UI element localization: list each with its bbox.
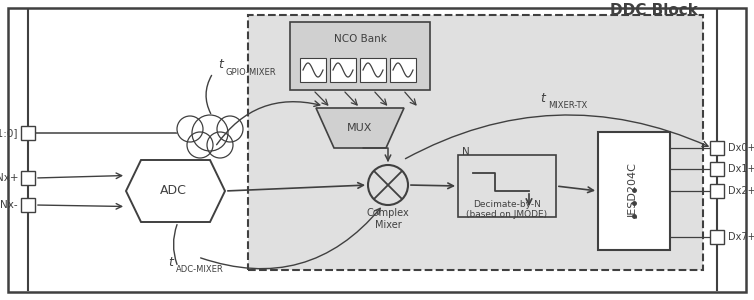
Text: MUX: MUX xyxy=(348,123,372,133)
Circle shape xyxy=(368,165,408,205)
Bar xyxy=(21,198,35,212)
Text: N: N xyxy=(462,147,470,157)
Text: Complex
Mixer: Complex Mixer xyxy=(366,208,409,230)
Text: INx+: INx+ xyxy=(0,173,18,183)
Bar xyxy=(710,162,724,176)
Polygon shape xyxy=(126,160,225,222)
Bar xyxy=(21,126,35,140)
Bar xyxy=(290,22,430,90)
Bar xyxy=(710,230,724,244)
Text: Decimate-by-N
(based on JMODE): Decimate-by-N (based on JMODE) xyxy=(467,200,547,219)
Text: Dx2+/-: Dx2+/- xyxy=(728,186,754,196)
Bar xyxy=(330,58,356,82)
Text: $t$: $t$ xyxy=(168,256,175,268)
Circle shape xyxy=(187,132,213,158)
Circle shape xyxy=(192,115,228,151)
Bar xyxy=(458,155,556,217)
Text: DDC Block: DDC Block xyxy=(610,3,698,18)
Text: Dx7+/-: Dx7+/- xyxy=(728,232,754,242)
Polygon shape xyxy=(316,108,404,148)
Circle shape xyxy=(207,132,233,158)
Bar xyxy=(21,171,35,185)
Text: NCO Bank: NCO Bank xyxy=(333,34,387,44)
Bar xyxy=(710,184,724,198)
Text: NCOx[1:0]: NCOx[1:0] xyxy=(0,128,18,138)
Bar xyxy=(710,141,724,155)
Text: Dx1+/-: Dx1+/- xyxy=(728,164,754,174)
Text: INx-: INx- xyxy=(0,200,18,210)
Circle shape xyxy=(177,116,203,142)
Text: ADC-MIXER: ADC-MIXER xyxy=(176,265,224,274)
Bar xyxy=(360,58,386,82)
Bar xyxy=(390,58,416,82)
Bar xyxy=(248,15,703,270)
Circle shape xyxy=(217,116,243,142)
Bar xyxy=(598,132,670,250)
Bar xyxy=(300,58,326,82)
Text: GPIO-MIXER: GPIO-MIXER xyxy=(226,68,277,77)
Text: $t$: $t$ xyxy=(218,58,225,71)
Text: Dx0+/-: Dx0+/- xyxy=(728,143,754,153)
Text: ADC: ADC xyxy=(160,184,186,197)
Text: MIXER-TX: MIXER-TX xyxy=(548,101,587,110)
Text: JESD204C: JESD204C xyxy=(629,164,639,218)
Text: $t$: $t$ xyxy=(540,92,547,104)
